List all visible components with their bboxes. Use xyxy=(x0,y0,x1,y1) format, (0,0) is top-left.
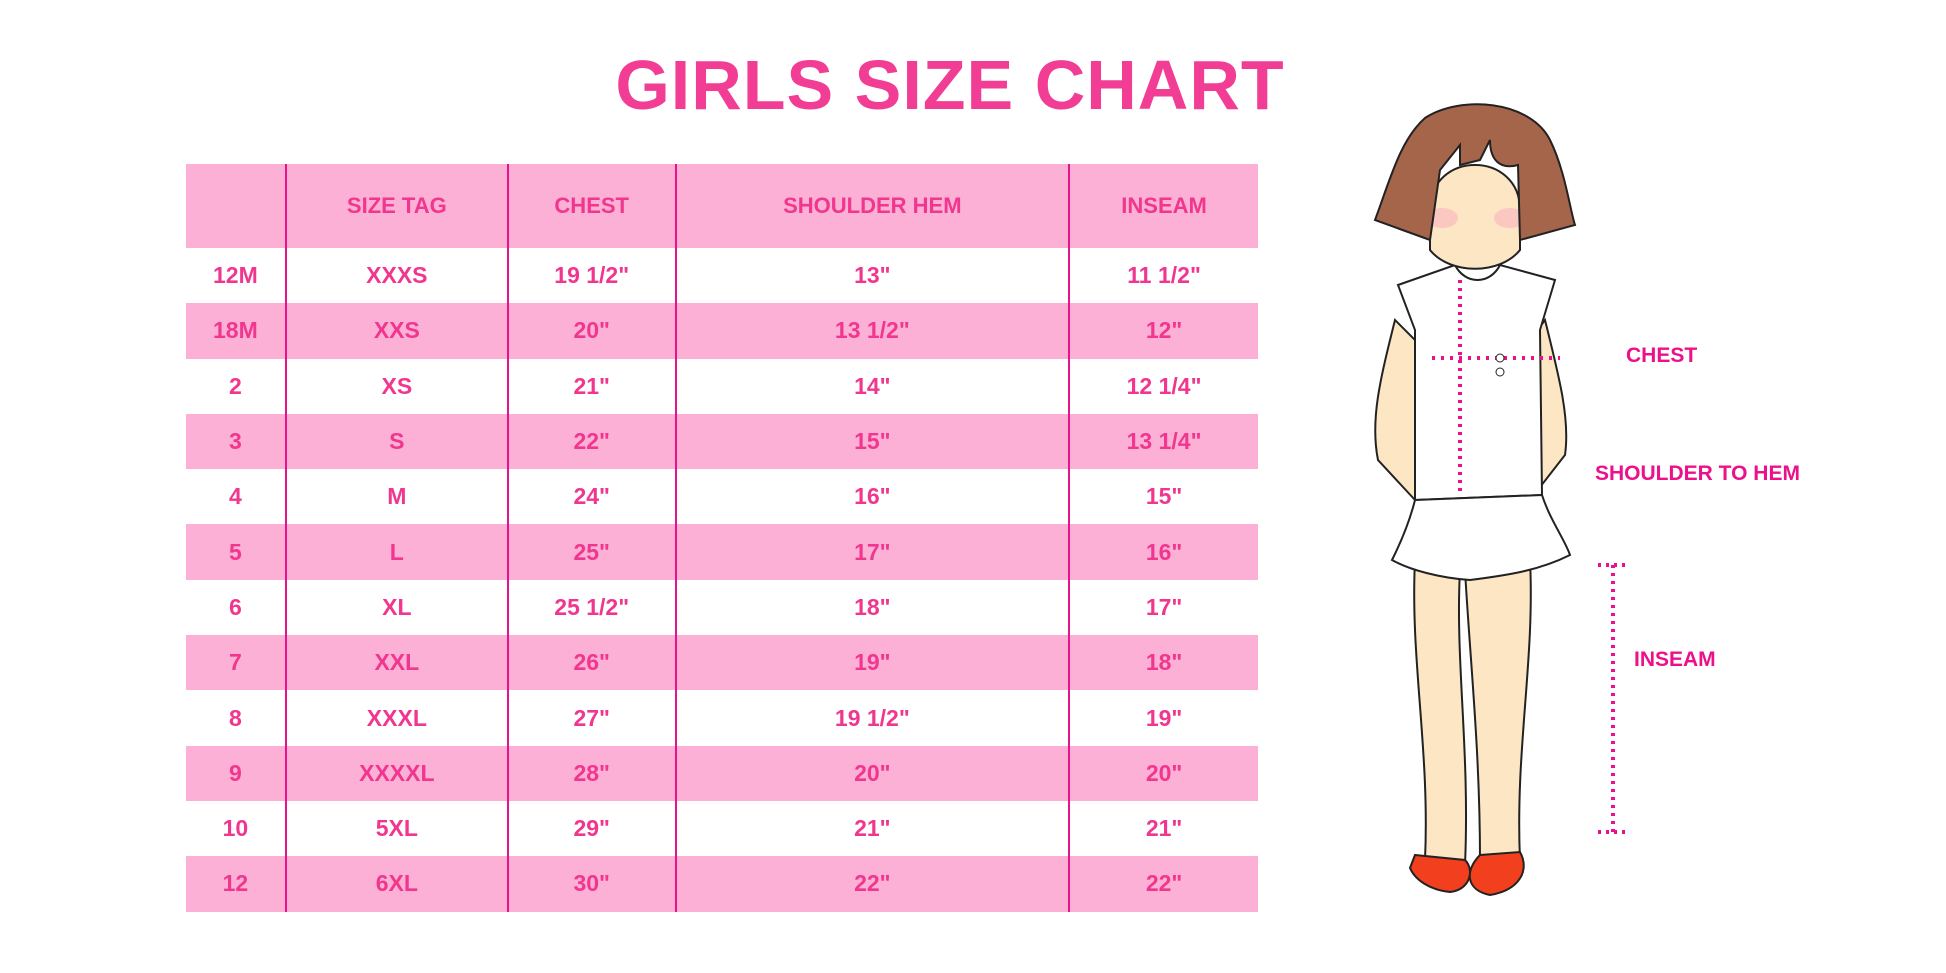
size-tag-cell: XXL xyxy=(284,635,508,691)
header-shoulder-hem: SHOULDER HEM xyxy=(674,164,1070,248)
shirt xyxy=(1396,263,1557,502)
inseam-cell: 15" xyxy=(1068,469,1258,525)
table-row: 8 XXXL 27" 19 1/2" 19" xyxy=(186,690,1258,746)
size-cell: 3 xyxy=(228,428,242,455)
size-cell: 4 xyxy=(228,483,242,510)
legs xyxy=(1413,558,1532,867)
size-cell: 2 xyxy=(228,372,242,399)
shoulder-hem-cell: 22" xyxy=(674,856,1070,912)
header-chest: CHEST xyxy=(506,164,676,248)
chest-cell: 30" xyxy=(506,856,676,912)
header-inseam: INSEAM xyxy=(1068,164,1258,248)
table-row: 7 XXL 26" 19" 18" xyxy=(186,635,1258,691)
size-tag-cell: XXXL xyxy=(284,690,508,746)
size-cell: 5 xyxy=(228,538,242,565)
chest-cell: 25 1/2" xyxy=(506,579,676,636)
chest-cell: 21" xyxy=(506,358,676,414)
inseam-cell: 19" xyxy=(1068,690,1258,746)
chest-cell: 22" xyxy=(506,413,676,470)
table-row: 2 XS 21" 14" 12 1/4" xyxy=(186,358,1258,414)
inseam-cell: 16" xyxy=(1068,524,1258,580)
chest-cell: 26" xyxy=(506,635,676,691)
size-tag-cell: 5XL xyxy=(284,800,508,857)
chest-label: CHEST xyxy=(1626,344,1698,367)
shoulder-hem-cell: 19" xyxy=(674,635,1070,691)
table-row: 10 5XL 29" 21" 21" xyxy=(186,800,1258,857)
size-cell: 6 xyxy=(228,593,242,620)
size-tag-cell: XL xyxy=(284,579,508,636)
header-size-tag: SIZE TAG xyxy=(284,164,508,248)
header-cell xyxy=(186,164,286,248)
chest-cell: 25" xyxy=(506,524,676,580)
size-cell: 10 xyxy=(222,815,249,842)
shoes xyxy=(1408,850,1525,897)
size-tag-cell: M xyxy=(284,469,508,525)
size-tag-cell: 6XL xyxy=(284,856,508,912)
girl-figure-illustration xyxy=(1373,103,1625,897)
chest-cell: 28" xyxy=(506,745,676,801)
shoulder-hem-cell: 21" xyxy=(674,800,1070,857)
inseam-cell: 21" xyxy=(1068,800,1258,857)
shoulder-hem-cell: 15" xyxy=(674,413,1070,470)
shoulder-hem-cell: 14" xyxy=(674,358,1070,414)
inseam-label: INSEAM xyxy=(1634,648,1716,671)
size-tag-cell: XXXXL xyxy=(284,745,508,801)
size-cell: 8 xyxy=(228,704,242,731)
size-tag-cell: XXXS xyxy=(284,248,508,304)
shoulder-hem-cell: 18" xyxy=(674,579,1070,636)
size-cell: 12 xyxy=(222,870,249,897)
shoulder-hem-cell: 19 1/2" xyxy=(674,690,1070,746)
inseam-cell: 13 1/4" xyxy=(1068,413,1258,470)
size-cell: 12M xyxy=(213,262,258,289)
chest-cell: 27" xyxy=(506,690,676,746)
chest-cell: 20" xyxy=(506,303,676,359)
inseam-cell: 18" xyxy=(1068,635,1258,691)
table-row: 4 M 24" 16" 15" xyxy=(186,469,1258,525)
shoulder-hem-cell: 16" xyxy=(674,469,1070,525)
size-cell: 18M xyxy=(213,317,258,344)
page-title: GIRLS SIZE CHART xyxy=(615,46,1285,124)
size-cell: 9 xyxy=(228,759,242,786)
size-tag-cell: L xyxy=(284,524,508,580)
shoulder-hem-cell: 13" xyxy=(674,248,1070,304)
hair xyxy=(1373,103,1577,242)
skirt xyxy=(1390,493,1572,582)
inseam-cell: 12 1/4" xyxy=(1068,358,1258,414)
size-cell: 7 xyxy=(228,649,242,676)
size-tag-cell: S xyxy=(284,413,508,470)
size-tag-cell: XS xyxy=(284,358,508,414)
table-row: 18M XXS 20" 13 1/2" 12" xyxy=(186,303,1258,359)
shoulder-hem-cell: 20" xyxy=(674,745,1070,801)
size-table: SIZE TAG CHEST SHOULDER HEM INSEAM 12M XX… xyxy=(186,164,1258,912)
shoulder-hem-cell: 13 1/2" xyxy=(674,303,1070,359)
inseam-cell: 22" xyxy=(1068,856,1258,912)
chest-cell: 24" xyxy=(506,469,676,525)
shoulder-to-hem-label: SHOULDER TO HEM xyxy=(1595,462,1800,485)
table-row: 12M XXXS 19 1/2" 13" 11 1/2" xyxy=(186,248,1258,304)
size-tag-cell: XXS xyxy=(284,303,508,359)
inseam-cell: 20" xyxy=(1068,745,1258,801)
inseam-cell: 12" xyxy=(1068,303,1258,359)
table-row: 5 L 25" 17" 16" xyxy=(186,524,1258,580)
table-row: 9 XXXXL 28" 20" 20" xyxy=(186,745,1258,801)
arms xyxy=(1374,317,1568,503)
table-header-row: SIZE TAG CHEST SHOULDER HEM INSEAM xyxy=(186,164,1258,248)
table-row: 6 XL 25 1/2" 18" 17" xyxy=(186,579,1258,636)
table-row: 12 6XL 30" 22" 22" xyxy=(186,856,1258,912)
inseam-cell: 11 1/2" xyxy=(1068,248,1258,304)
shoulder-hem-cell: 17" xyxy=(674,524,1070,580)
chest-cell: 19 1/2" xyxy=(506,248,676,304)
table-row: 3 S 22" 15" 13 1/4" xyxy=(186,413,1258,470)
inseam-cell: 17" xyxy=(1068,579,1258,636)
chest-cell: 29" xyxy=(506,800,676,857)
